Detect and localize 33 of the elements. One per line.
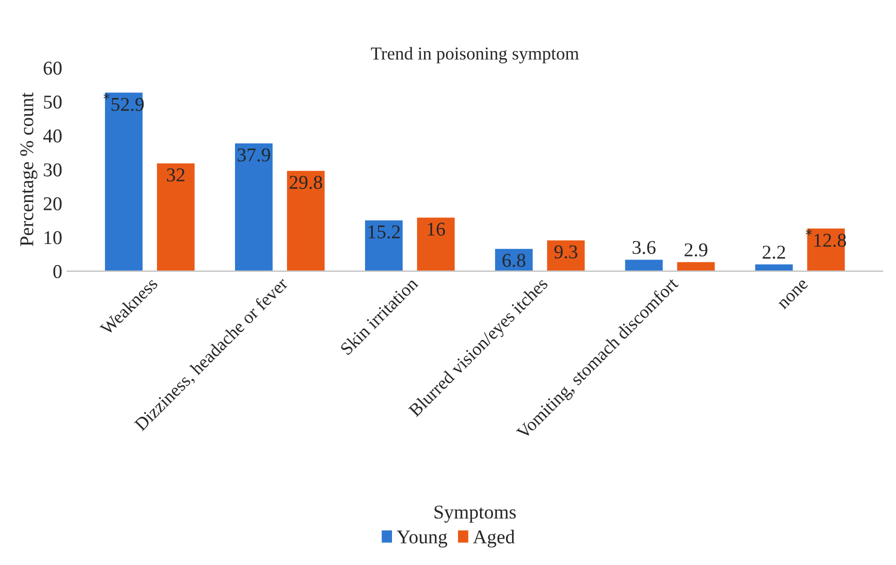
bar bbox=[624, 258, 664, 272]
data-label: 16 bbox=[428, 222, 446, 236]
y-tick-label: 40 bbox=[43, 129, 62, 143]
data-label: 9.3 bbox=[554, 245, 578, 259]
y-tick-label: 60 bbox=[44, 62, 62, 75]
y-tick-label: 30 bbox=[44, 163, 62, 176]
data-label: 3.6 bbox=[632, 240, 656, 254]
bar bbox=[416, 216, 456, 272]
data-label: 29.8 bbox=[290, 176, 322, 190]
y-tick-label: 10 bbox=[44, 231, 62, 244]
legend-label: Aged bbox=[473, 530, 515, 548]
x-tick-label: none bbox=[778, 279, 809, 310]
y-tick-label: 0 bbox=[53, 265, 62, 278]
bar bbox=[754, 263, 794, 272]
data-label: 32 bbox=[166, 168, 184, 182]
bar bbox=[156, 162, 196, 272]
bar bbox=[286, 169, 326, 272]
data-label: 2.9 bbox=[684, 243, 708, 256]
bar bbox=[364, 218, 404, 272]
y-axis-title: Percentage % count bbox=[20, 92, 38, 246]
chart-title: Trend in poisoning symptom bbox=[370, 46, 579, 64]
legend-label: Young bbox=[396, 530, 448, 548]
bar bbox=[104, 91, 144, 272]
bar bbox=[234, 142, 274, 272]
bar bbox=[546, 238, 586, 272]
y-tick-label: 50 bbox=[44, 96, 62, 109]
x-axis-title: Symptoms bbox=[434, 506, 516, 523]
data-label: 15.2 bbox=[368, 225, 400, 239]
data-label: 6.8 bbox=[502, 254, 526, 267]
bar bbox=[676, 260, 716, 272]
data-label: 2.2 bbox=[762, 246, 786, 259]
y-tick-label: 20 bbox=[44, 197, 62, 210]
data-label: 37.9 bbox=[238, 148, 270, 162]
